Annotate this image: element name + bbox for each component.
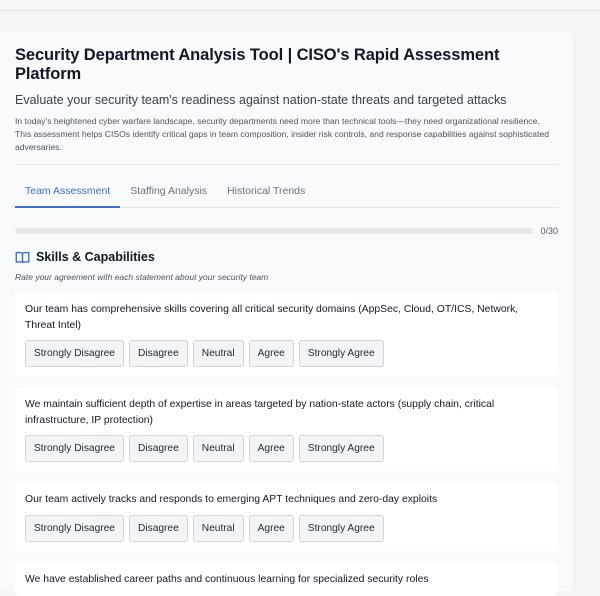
top-bar xyxy=(0,0,600,11)
question-text: We have established career paths and con… xyxy=(25,572,548,588)
tab-historical-trends[interactable]: Historical Trends xyxy=(217,183,315,208)
question-card: We have established career paths and con… xyxy=(15,562,558,596)
option-disagree-button[interactable]: Disagree xyxy=(129,515,188,542)
section-header: Skills & Capabilities xyxy=(15,250,558,264)
tab-team-assessment[interactable]: Team Assessment xyxy=(15,183,120,208)
option-strongly-disagree-button[interactable]: Strongly Disagree xyxy=(25,435,124,462)
option-strongly-disagree-button[interactable]: Strongly Disagree xyxy=(25,340,124,367)
question-text: Our team has comprehensive skills coveri… xyxy=(25,302,548,333)
option-agree-button[interactable]: Agree xyxy=(249,515,294,542)
option-neutral-button[interactable]: Neutral xyxy=(193,515,244,542)
question-card: Our team actively tracks and responds to… xyxy=(15,482,558,551)
option-strongly-agree-button[interactable]: Strongly Agree xyxy=(299,340,384,367)
question-text: We maintain sufficient depth of expertis… xyxy=(25,397,548,428)
option-strongly-agree-button[interactable]: Strongly Agree xyxy=(299,435,384,462)
option-agree-button[interactable]: Agree xyxy=(249,435,294,462)
option-disagree-button[interactable]: Disagree xyxy=(129,340,188,367)
book-open-icon xyxy=(15,251,30,264)
option-neutral-button[interactable]: Neutral xyxy=(193,340,244,367)
option-agree-button[interactable]: Agree xyxy=(249,340,294,367)
question-text: Our team actively tracks and responds to… xyxy=(25,492,548,508)
page-description: In today's heightened cyber warfare land… xyxy=(15,115,558,154)
assessment-card: Security Department Analysis Tool | CISO… xyxy=(0,31,573,591)
question-card: Our team has comprehensive skills coveri… xyxy=(15,292,558,376)
progress-bar xyxy=(15,228,533,234)
page-subtitle: Evaluate your security team's readiness … xyxy=(15,93,558,107)
page-title: Security Department Analysis Tool | CISO… xyxy=(15,46,558,84)
option-strongly-agree-button[interactable]: Strongly Agree xyxy=(299,515,384,542)
option-neutral-button[interactable]: Neutral xyxy=(193,435,244,462)
progress: 0/30 xyxy=(15,224,558,238)
option-disagree-button[interactable]: Disagree xyxy=(129,435,188,462)
progress-count: 0/30 xyxy=(540,226,558,236)
option-strongly-disagree-button[interactable]: Strongly Disagree xyxy=(25,515,124,542)
section-instruction: Rate your agreement with each statement … xyxy=(15,272,558,282)
divider xyxy=(15,164,558,165)
tab-bar: Team Assessment Staffing Analysis Histor… xyxy=(15,183,558,208)
question-card: We maintain sufficient depth of expertis… xyxy=(15,387,558,471)
tab-staffing-analysis[interactable]: Staffing Analysis xyxy=(120,183,217,208)
right-margin xyxy=(573,31,600,575)
section-title: Skills & Capabilities xyxy=(36,250,155,264)
